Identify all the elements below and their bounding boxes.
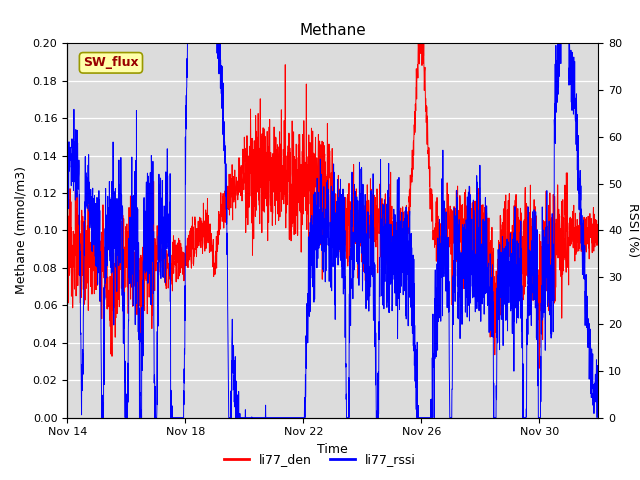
Legend: li77_den, li77_rssi: li77_den, li77_rssi — [219, 448, 421, 471]
X-axis label: Time: Time — [317, 443, 348, 456]
Text: SW_flux: SW_flux — [83, 56, 139, 69]
Title: Methane: Methane — [300, 23, 366, 38]
Y-axis label: Methane (mmol/m3): Methane (mmol/m3) — [14, 167, 27, 294]
Y-axis label: RSSI (%): RSSI (%) — [626, 204, 639, 257]
